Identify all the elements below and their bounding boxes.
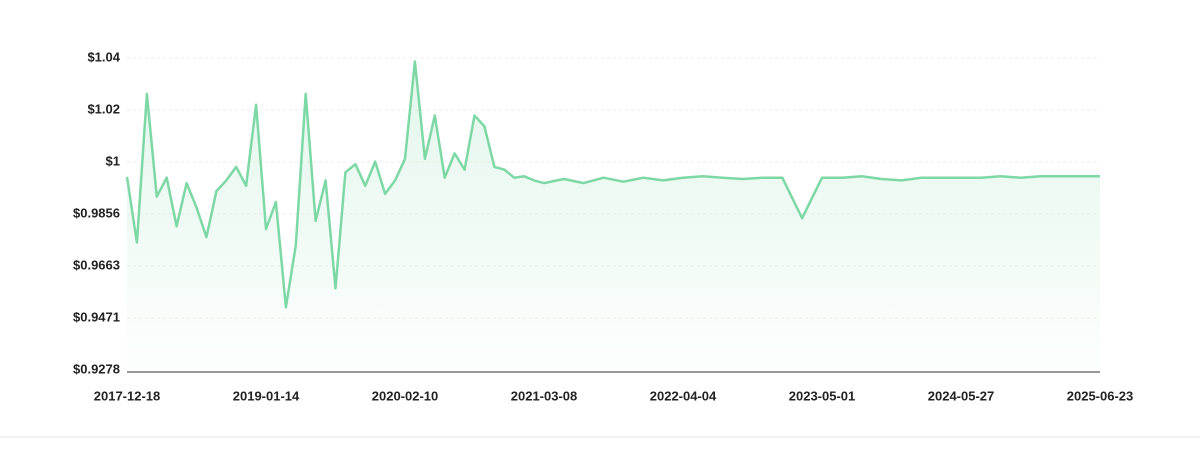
- y-tick-label: $0.9278: [73, 361, 120, 376]
- y-tick-label: $1: [106, 153, 120, 168]
- x-tick-label: 2021-03-08: [511, 388, 578, 403]
- x-tick-label: 2019-01-14: [233, 388, 300, 403]
- x-tick-label: 2024-05-27: [928, 388, 995, 403]
- y-tick-label: $0.9663: [73, 257, 120, 272]
- x-tick-label: 2022-04-04: [650, 388, 717, 403]
- y-tick-label: $0.9471: [73, 309, 120, 324]
- x-tick-label: 2017-12-18: [94, 388, 161, 403]
- x-tick-label: 2023-05-01: [789, 388, 856, 403]
- x-tick-label: 2020-02-10: [372, 388, 439, 403]
- x-tick-label: 2025-06-23: [1067, 388, 1134, 403]
- area: [127, 61, 1100, 370]
- price-line: [125, 60, 1100, 309]
- y-tick-label: $1.04: [87, 49, 120, 64]
- y-tick-label: $0.9856: [73, 205, 120, 220]
- y-tick-label: $1.02: [87, 101, 120, 116]
